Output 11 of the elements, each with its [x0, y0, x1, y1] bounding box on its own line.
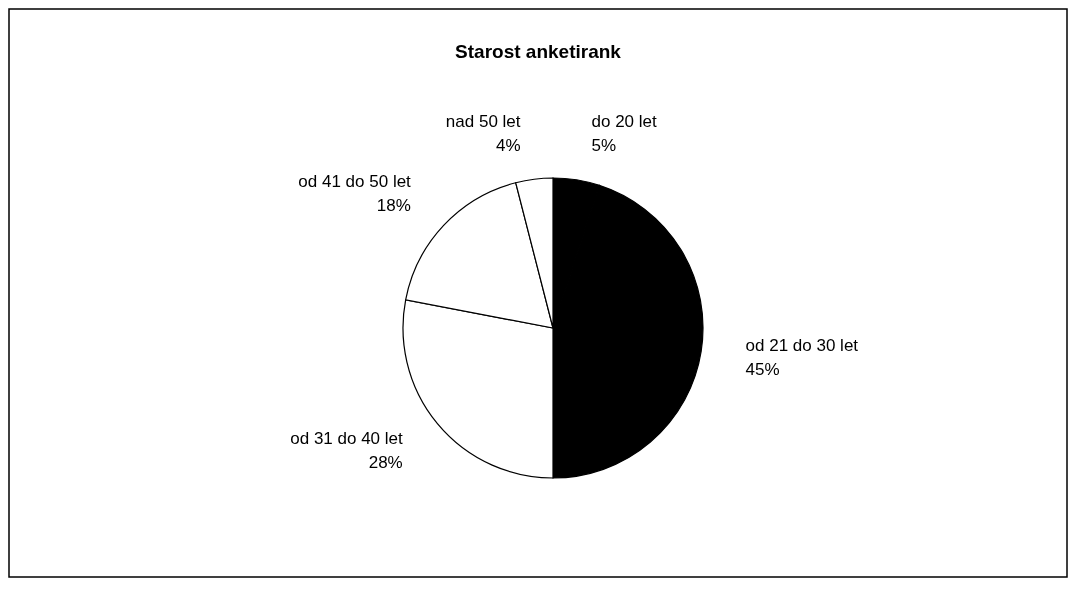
data-label: 5% — [591, 136, 617, 156]
slice-label: nad 50 let — [445, 111, 521, 131]
data-label: 18% — [376, 195, 411, 215]
slice-label: od 41 do 50 let — [298, 171, 412, 191]
slice-label: od 31 do 40 let — [290, 429, 404, 449]
data-label: 28% — [368, 453, 403, 473]
slice-label: do 20 let — [591, 112, 657, 132]
slice-label: od 21 do 30 let — [745, 335, 859, 355]
data-label: 45% — [745, 359, 780, 379]
data-label: 4% — [495, 135, 521, 155]
chart-title: Starost anketirank — [455, 41, 622, 62]
